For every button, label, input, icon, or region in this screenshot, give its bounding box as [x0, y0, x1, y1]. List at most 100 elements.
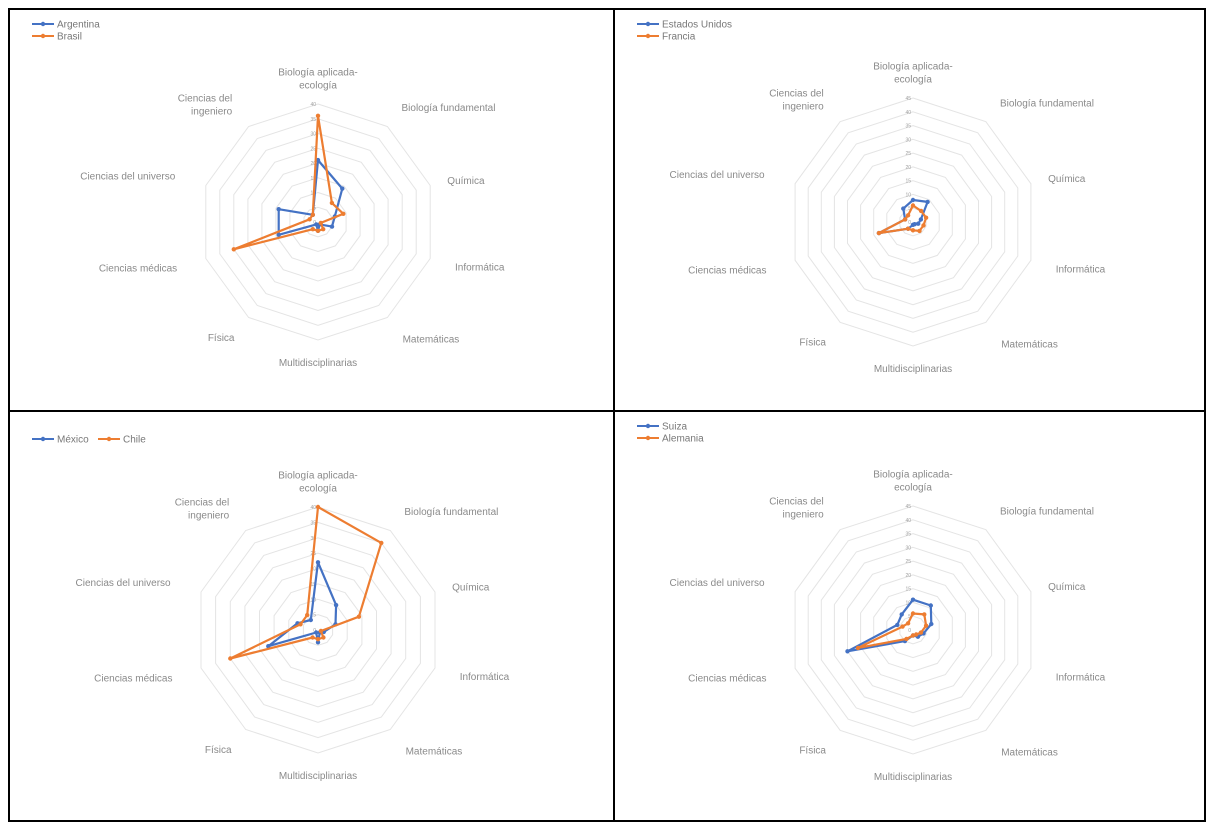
grid-ring — [820, 533, 1006, 727]
category-label-line: Ciencias del — [769, 497, 823, 508]
tick-label: 40 — [905, 110, 911, 116]
tick-label: 40 — [310, 102, 316, 108]
tick-label: 45 — [905, 96, 911, 102]
data-point — [310, 212, 315, 217]
tick-label: 25 — [310, 146, 316, 152]
tick-label: 15 — [905, 179, 911, 185]
legend-marker — [645, 435, 651, 441]
data-point — [321, 227, 326, 232]
category-label: Ciencias médicas — [94, 673, 172, 684]
category-label: Biología fundamental — [1000, 506, 1094, 517]
category-label-line: Matemáticas — [403, 335, 460, 346]
category-label-line: ecología — [894, 75, 932, 86]
data-point — [928, 603, 933, 608]
grid-ring — [303, 206, 333, 238]
series-line — [846, 598, 933, 653]
category-label: Ciencias del universo — [670, 170, 765, 181]
series-francia — [876, 203, 929, 236]
legend-label: Chile — [123, 435, 146, 446]
category-label: Biología aplicada-ecología — [278, 471, 358, 495]
grid-ring — [860, 574, 966, 686]
grid-ring — [219, 118, 417, 326]
tick-label: 15 — [905, 587, 911, 593]
category-label-line: Ciencias del — [175, 497, 229, 508]
data-point — [923, 215, 929, 220]
category-label-line: Biología aplicada- — [873, 470, 953, 481]
grid-ring — [794, 505, 1032, 755]
grid-ring — [229, 537, 407, 723]
grid-ring — [244, 552, 392, 708]
category-label-line: Multidisciplinarias — [279, 771, 357, 782]
grid-ring — [233, 132, 403, 312]
data-point — [910, 228, 916, 233]
category-label: Ciencias del ingeniero — [769, 89, 824, 113]
radar-chart-suiza-alemania: 0 5 10 15 20 25 30 35 40 45 Biología aplicada-ecol… — [613, 410, 1206, 822]
legend-marker — [40, 21, 46, 27]
category-label-line: Física — [799, 338, 826, 349]
grid-ring — [860, 166, 966, 278]
grid-ring — [275, 177, 361, 267]
data-point — [921, 223, 926, 228]
data-point — [356, 614, 362, 619]
category-label: Ciencias médicas — [99, 264, 177, 275]
category-label-line: Matemáticas — [1001, 747, 1058, 758]
category-label-line: Biología fundamental — [1000, 506, 1094, 517]
category-label-line: Ciencias del — [769, 89, 823, 100]
category-label-line: Ciencias del universo — [76, 578, 171, 589]
category-label-line: Ciencias médicas — [99, 264, 177, 275]
data-point — [307, 217, 312, 222]
legend-label: Francia — [662, 32, 696, 43]
category-label: Informática — [1056, 264, 1106, 275]
category-label-line: Química — [447, 176, 485, 187]
category-label: Matemáticas — [1001, 339, 1058, 350]
grid-ring — [205, 103, 431, 341]
tick-label: 20 — [905, 165, 911, 171]
legend-marker — [40, 436, 46, 442]
category-label: Informática — [1056, 672, 1106, 683]
tick-label: 30 — [905, 137, 911, 143]
category-label: Biología fundamental — [402, 103, 496, 114]
tick-label: 0 — [908, 220, 911, 226]
data-point — [910, 633, 916, 638]
category-label: Biología fundamental — [1000, 98, 1094, 109]
radar-chart-mexico-chile: 0510152025303540Biología aplicada-ecolog… — [8, 410, 615, 822]
series-line — [232, 114, 345, 251]
legend-label: Alemania — [662, 434, 704, 445]
data-point — [923, 623, 929, 628]
series-suiza — [845, 597, 934, 654]
tick-label: 40 — [310, 505, 316, 511]
data-point — [904, 636, 909, 642]
legend-marker — [645, 33, 651, 39]
data-point — [340, 186, 345, 191]
legend: México Chile — [32, 435, 146, 446]
category-label-line: ecología — [894, 483, 932, 494]
category-label: Biología aplicada-ecología — [873, 470, 953, 494]
series-alemania — [855, 611, 929, 651]
category-label: Matemáticas — [403, 335, 460, 346]
data-point — [918, 208, 924, 214]
tick-label: 30 — [310, 132, 316, 138]
category-label-line: Multidisciplinarias — [874, 772, 952, 783]
grid-ring — [833, 546, 993, 714]
tick-label: 35 — [310, 520, 316, 526]
radar-grid — [200, 506, 436, 754]
category-label-line: Informática — [460, 672, 510, 683]
grid-ring — [215, 521, 421, 739]
tick-label: 25 — [905, 559, 911, 565]
data-point — [341, 211, 346, 216]
radar-chart-estados-unidos-francia: 0 5 10 15 20 25 30 35 40 45 Biología aplicada-ecol… — [613, 8, 1206, 412]
category-label: Ciencias del ingeniero — [178, 93, 233, 117]
tick-label: 35 — [905, 532, 911, 538]
category-label-line: Química — [1048, 174, 1086, 185]
data-point — [925, 199, 930, 205]
category-label: Matemáticas — [406, 747, 463, 758]
category-label: Química — [452, 582, 490, 593]
data-point — [228, 656, 233, 661]
radar-grid — [794, 505, 1032, 755]
series-brasil — [231, 113, 346, 252]
data-point — [308, 617, 313, 623]
grid-ring — [259, 567, 377, 693]
legend-marker — [106, 436, 112, 442]
category-label: Ciencias del universo — [76, 578, 171, 589]
